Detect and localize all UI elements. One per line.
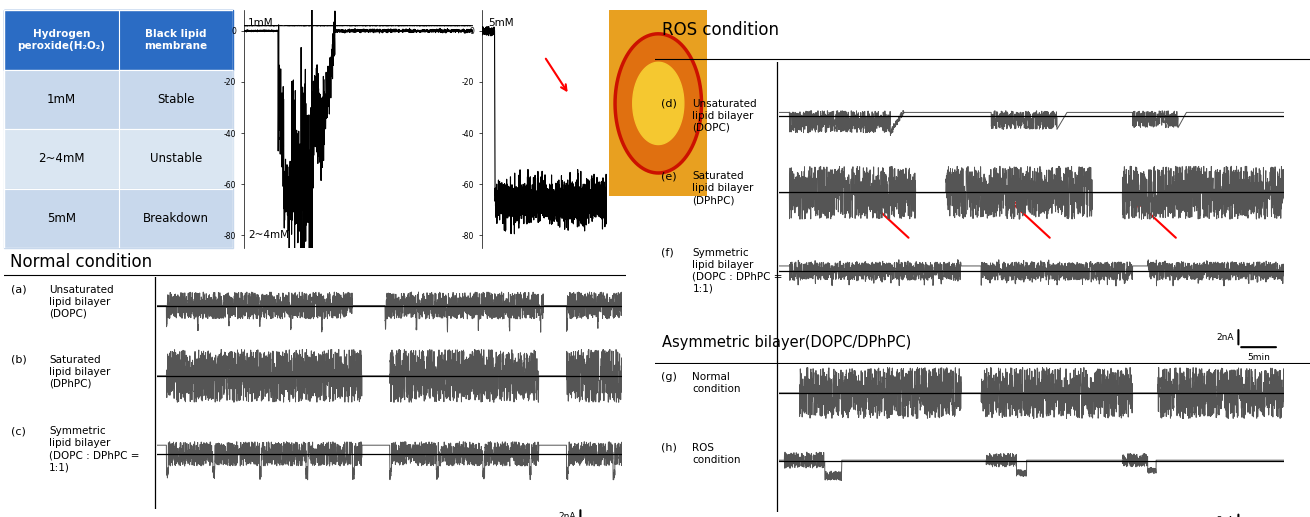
Bar	[118, 10, 233, 70]
Bar	[4, 189, 118, 248]
Bar	[4, 129, 118, 189]
Text: Unstable: Unstable	[149, 153, 202, 165]
Text: Breakdown: Breakdown	[143, 212, 208, 225]
Text: (e): (e)	[662, 171, 677, 181]
Text: (f): (f)	[662, 248, 673, 257]
Polygon shape	[633, 62, 684, 145]
Text: (h): (h)	[662, 443, 677, 453]
Text: Symmetric
lipid bilayer
(DOPC : DPhPC =
1:1): Symmetric lipid bilayer (DOPC : DPhPC = …	[692, 248, 783, 294]
Text: Saturated
lipid bilayer
(DPhPC): Saturated lipid bilayer (DPhPC)	[50, 355, 110, 389]
Bar	[118, 189, 233, 248]
Text: Unsaturated
lipid bilayer
(DOPC): Unsaturated lipid bilayer (DOPC)	[692, 99, 757, 133]
Bar	[4, 70, 118, 129]
Text: Asymmetric bilayer(DOPC/DPhPC): Asymmetric bilayer(DOPC/DPhPC)	[662, 335, 910, 350]
Text: Unsaturated
lipid bilayer
(DOPC): Unsaturated lipid bilayer (DOPC)	[50, 285, 114, 319]
Bar	[4, 10, 118, 70]
Polygon shape	[616, 34, 702, 173]
Text: 5mM: 5mM	[489, 18, 514, 28]
Text: 2~4mM: 2~4mM	[38, 153, 84, 165]
Text: 2nA: 2nA	[558, 512, 576, 517]
Text: ROS
condition: ROS condition	[692, 443, 741, 465]
Text: (b): (b)	[12, 355, 28, 364]
Text: Saturated
lipid bilayer
(DPhPC): Saturated lipid bilayer (DPhPC)	[692, 171, 753, 205]
Bar	[118, 70, 233, 129]
Text: 1mM: 1mM	[249, 18, 274, 28]
Polygon shape	[609, 10, 707, 196]
Text: Normal
condition: Normal condition	[692, 372, 741, 394]
Bar	[118, 129, 233, 189]
Text: 2nA: 2nA	[1216, 515, 1234, 517]
Text: 5min: 5min	[1247, 353, 1269, 361]
Text: Hydrogen
peroxide(H₂O₂): Hydrogen peroxide(H₂O₂)	[17, 29, 105, 51]
Text: 2~4mM: 2~4mM	[249, 230, 290, 240]
Text: ROS condition: ROS condition	[662, 21, 778, 39]
Text: Normal condition: Normal condition	[10, 253, 152, 271]
Text: (a): (a)	[12, 285, 28, 295]
Text: (c): (c)	[12, 426, 26, 436]
Text: (d): (d)	[662, 99, 677, 109]
Text: Stable: Stable	[157, 93, 195, 106]
Text: 5mM: 5mM	[47, 212, 76, 225]
Text: 1mM: 1mM	[47, 93, 76, 106]
Text: (g): (g)	[662, 372, 677, 383]
Text: Symmetric
lipid bilayer
(DOPC : DPhPC =
1:1): Symmetric lipid bilayer (DOPC : DPhPC = …	[50, 426, 140, 472]
Text: 2nA: 2nA	[1216, 333, 1234, 342]
Text: Black lipid
membrane: Black lipid membrane	[144, 29, 207, 51]
